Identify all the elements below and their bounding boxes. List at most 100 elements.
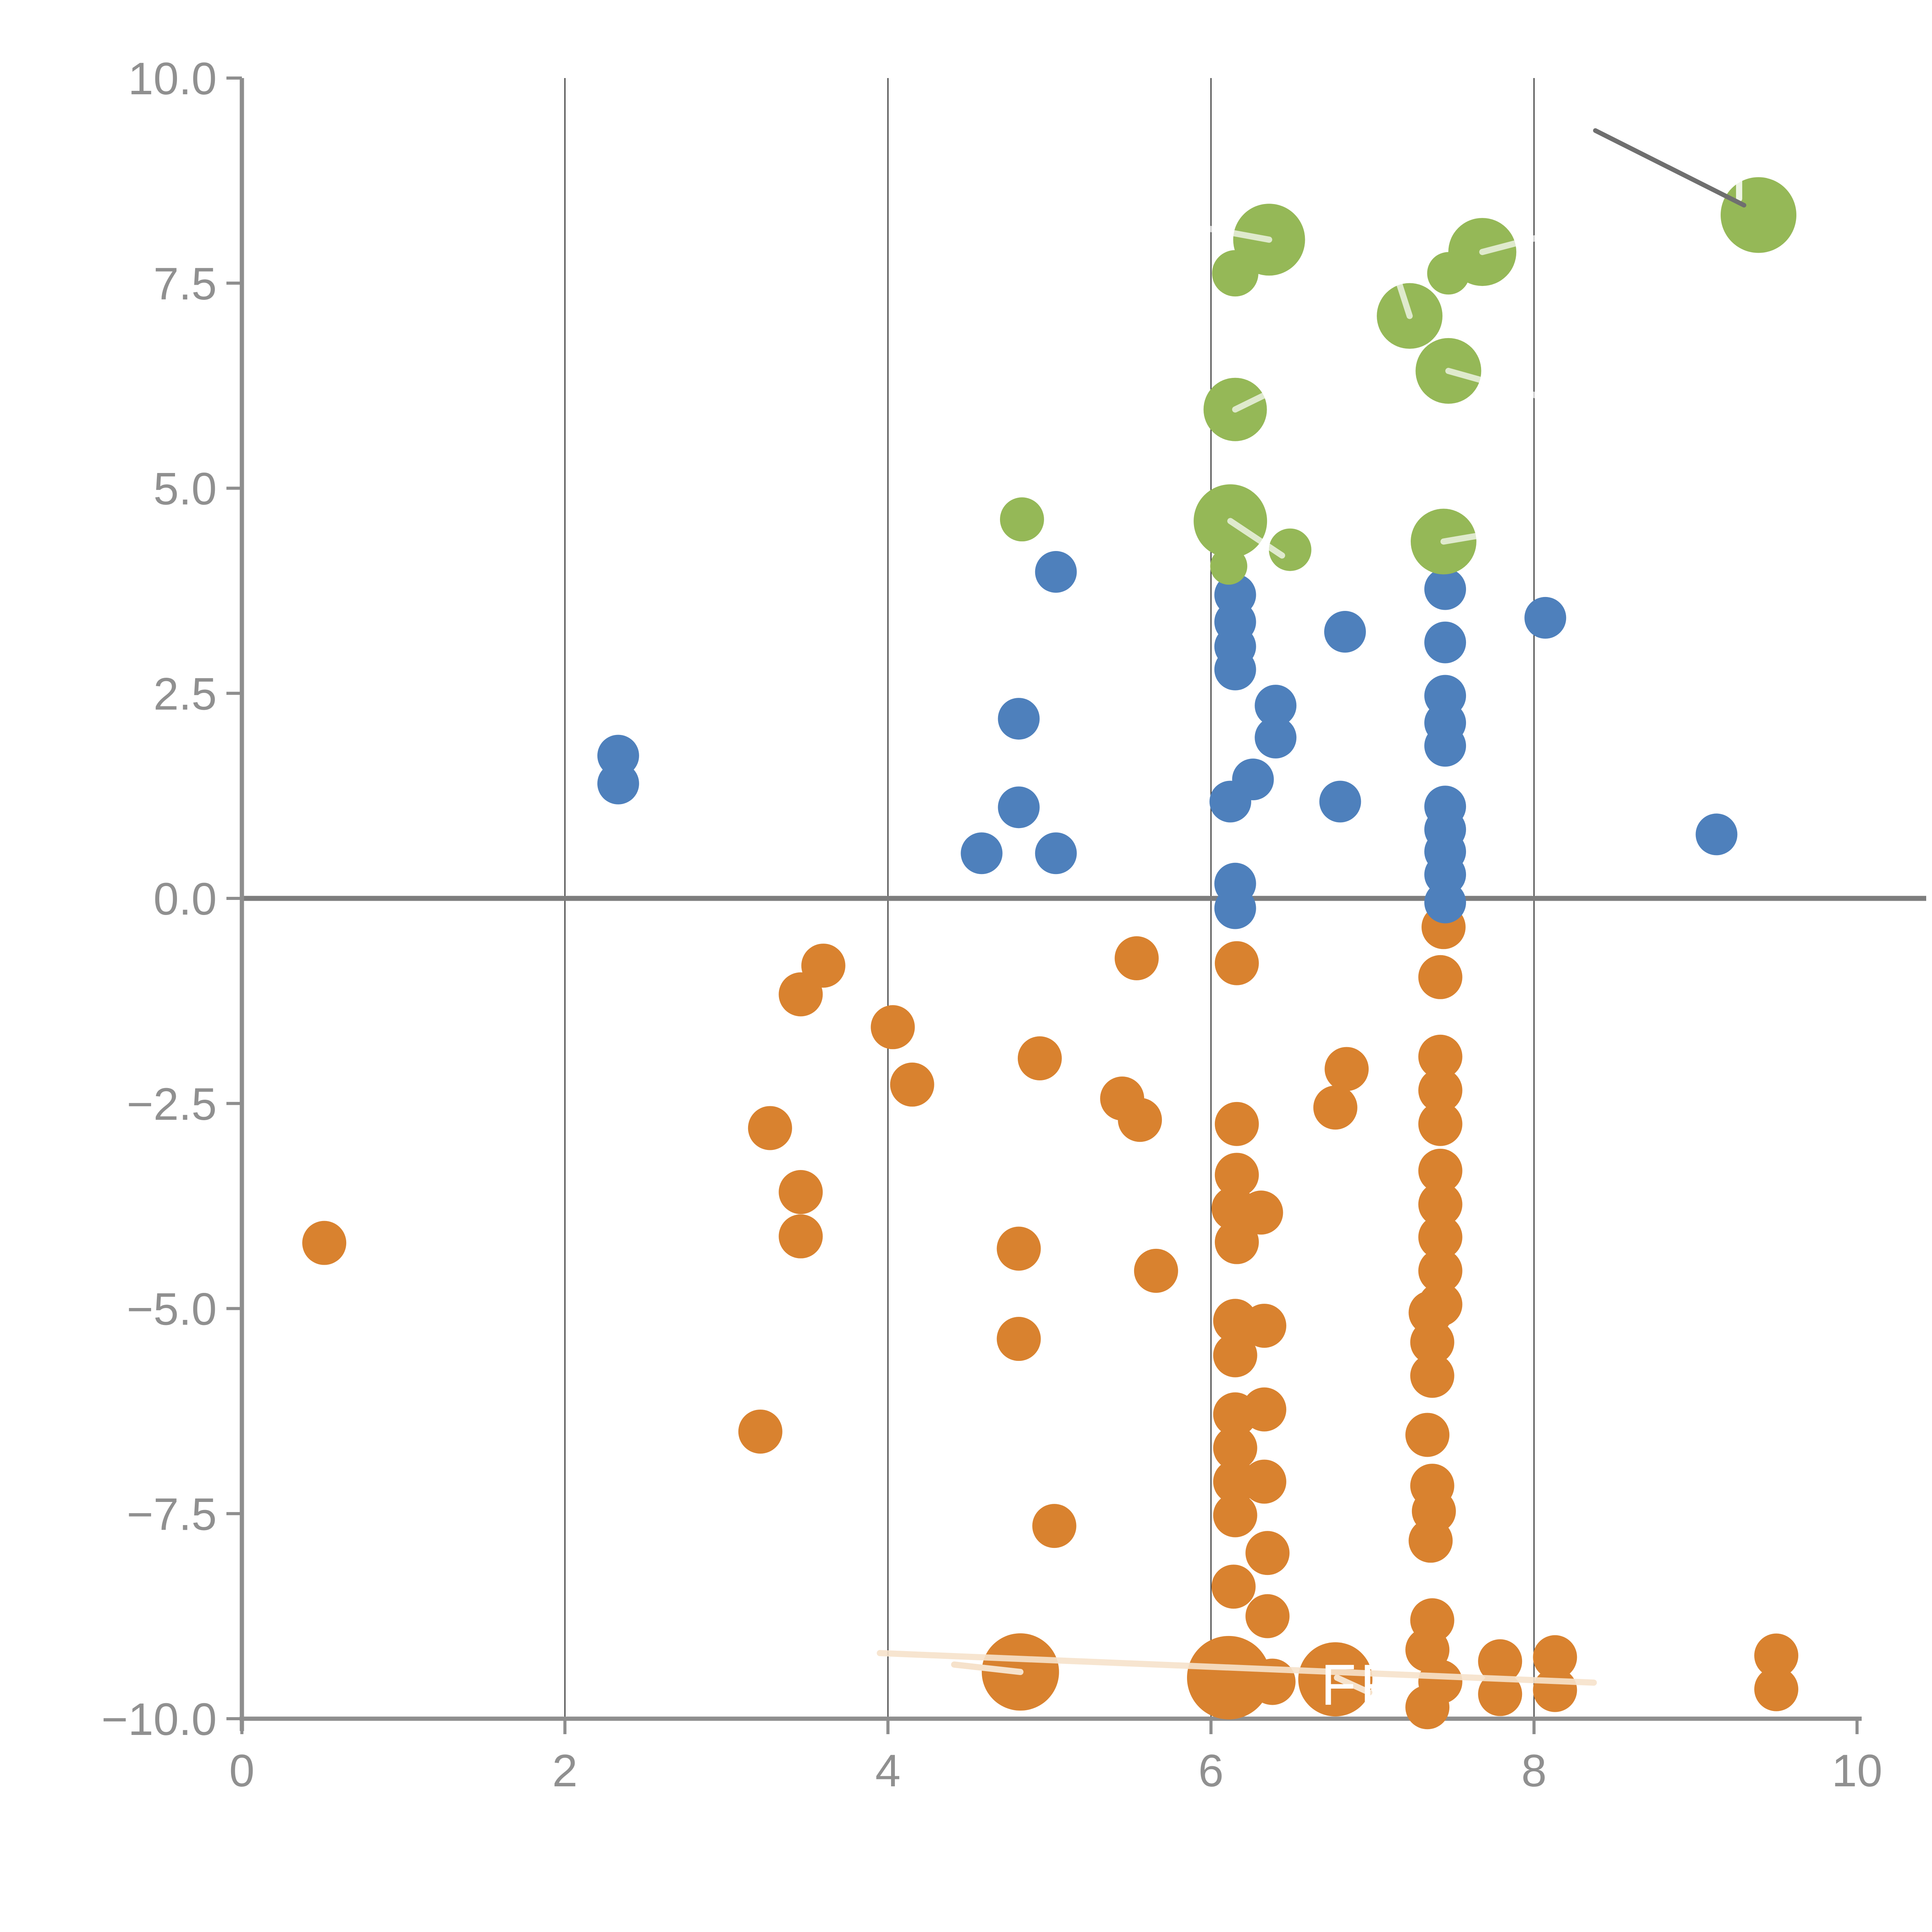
data-point-orange-negative — [1114, 936, 1159, 980]
data-point-orange-negative — [1408, 1519, 1453, 1563]
data-point-orange-negative — [1410, 1354, 1454, 1398]
data-point-blue-positive — [998, 786, 1040, 828]
data-point-orange-negative — [1214, 1102, 1259, 1146]
data-point-green-large — [1721, 177, 1797, 253]
data-point-blue-positive — [1424, 621, 1466, 663]
data-point-orange-negative — [1242, 1387, 1286, 1432]
data-point-orange-negative — [1418, 1148, 1463, 1193]
data-point-orange-negative — [1754, 1667, 1798, 1711]
data-point-orange-negative — [1187, 1636, 1270, 1719]
data-point-blue-positive — [1324, 611, 1366, 653]
data-point-blue-positive — [1319, 781, 1361, 823]
y-tick-label: 10.0 — [128, 53, 217, 104]
data-point-orange-negative — [1213, 1333, 1257, 1378]
x-tick-label: 0 — [229, 1745, 255, 1796]
y-tick-label: −5.0 — [127, 1284, 217, 1335]
data-point-orange-negative — [738, 1409, 782, 1454]
data-point-orange-negative — [1313, 1085, 1357, 1130]
y-tick-label: 7.5 — [153, 259, 217, 310]
data-point-orange-negative — [1405, 1413, 1450, 1457]
data-point-orange-negative — [1214, 1153, 1259, 1197]
data-point-orange-negative — [1325, 1047, 1369, 1091]
x-tick-label: 4 — [875, 1745, 901, 1796]
data-point-green-large — [1269, 528, 1311, 571]
data-point-blue-positive — [1214, 648, 1256, 690]
y-tick-label: −10.0 — [101, 1694, 217, 1745]
data-point-orange-negative — [779, 1214, 823, 1259]
data-point-blue-positive — [1255, 685, 1297, 727]
spoke-line — [1440, 530, 1495, 545]
data-point-orange-negative — [1478, 1639, 1522, 1684]
data-point-blue-positive — [1424, 881, 1466, 923]
data-point-blue-positive — [1524, 597, 1566, 639]
data-point-orange-negative — [1418, 955, 1463, 999]
data-point-orange-negative — [1418, 1248, 1463, 1293]
data-point-blue-positive — [1035, 832, 1077, 874]
data-point-orange-negative — [1754, 1633, 1798, 1678]
data-point-blue-positive — [961, 832, 1003, 874]
data-point-orange-negative — [302, 1221, 347, 1265]
data-point-orange-negative — [1239, 1190, 1283, 1235]
data-point-orange-negative — [890, 1062, 934, 1107]
data-point-orange-negative — [1032, 1504, 1077, 1548]
spoke-line — [877, 1650, 1597, 1686]
data-point-orange-negative — [1017, 1036, 1062, 1080]
data-point-orange-negative — [1410, 1320, 1454, 1364]
spoke-line — [951, 1661, 1024, 1675]
x-tick-label: 8 — [1521, 1745, 1547, 1796]
data-point-orange-negative — [1418, 1068, 1463, 1112]
data-point-blue-positive — [1035, 551, 1077, 593]
spoke-line — [1334, 1674, 1372, 1696]
data-point-orange-negative — [779, 972, 823, 1017]
y-tick-label: 5.0 — [153, 464, 217, 515]
y-tick-label: −7.5 — [127, 1489, 217, 1540]
data-point-orange-negative — [1214, 941, 1259, 985]
spoke-line — [1445, 367, 1545, 400]
spoke-line — [1479, 232, 1549, 255]
x-tick-label: 2 — [552, 1745, 578, 1796]
dot-label: FF — [1321, 1652, 1399, 1717]
data-point-orange-negative — [1118, 1098, 1162, 1142]
y-tick-label: 2.5 — [153, 668, 217, 719]
annotation-line — [1593, 128, 1747, 208]
data-point-orange-negative — [1418, 1182, 1463, 1226]
data-point-orange-negative — [1214, 1220, 1259, 1264]
data-point-blue-positive — [1424, 725, 1466, 767]
spoke-line — [1392, 267, 1413, 319]
data-point-blue-positive — [1255, 716, 1297, 759]
data-point-orange-negative — [779, 1170, 823, 1214]
data-point-blue-positive — [1696, 813, 1738, 855]
data-point-blue-positive — [1209, 781, 1252, 823]
data-point-orange-negative — [1213, 1426, 1257, 1470]
data-point-blue-positive — [1214, 887, 1256, 929]
data-point-orange-negative — [871, 1005, 915, 1049]
spoke-line — [1227, 518, 1285, 559]
data-point-orange-negative — [1134, 1248, 1178, 1293]
spoke-line — [1232, 383, 1285, 413]
data-point-orange-negative — [748, 1106, 792, 1150]
data-point-orange-negative — [1213, 1493, 1257, 1537]
data-point-green-large — [1210, 548, 1247, 585]
y-tick-label: −2.5 — [127, 1079, 217, 1130]
data-point-orange-negative — [1405, 1685, 1450, 1730]
data-point-orange-negative — [1245, 1594, 1290, 1638]
data-point-orange-negative — [1242, 1459, 1286, 1504]
data-point-green-large — [1000, 497, 1044, 542]
data-point-green-large — [1212, 250, 1259, 297]
data-point-orange-negative — [997, 1317, 1041, 1361]
data-point-orange-negative — [1533, 1668, 1577, 1712]
data-point-blue-positive — [597, 762, 639, 804]
data-point-green-large — [1427, 252, 1470, 295]
data-point-orange-negative — [1533, 1635, 1577, 1679]
data-point-blue-positive — [998, 698, 1040, 740]
data-point-orange-negative — [1418, 1034, 1463, 1079]
x-tick-label: 10 — [1832, 1745, 1882, 1796]
data-point-orange-negative — [997, 1226, 1041, 1271]
data-point-orange-negative — [1211, 1565, 1256, 1609]
data-point-orange-negative — [1242, 1304, 1286, 1348]
data-point-orange-negative — [1418, 1102, 1463, 1146]
data-point-orange-negative — [1245, 1531, 1290, 1575]
data-point-blue-positive — [1424, 568, 1466, 610]
